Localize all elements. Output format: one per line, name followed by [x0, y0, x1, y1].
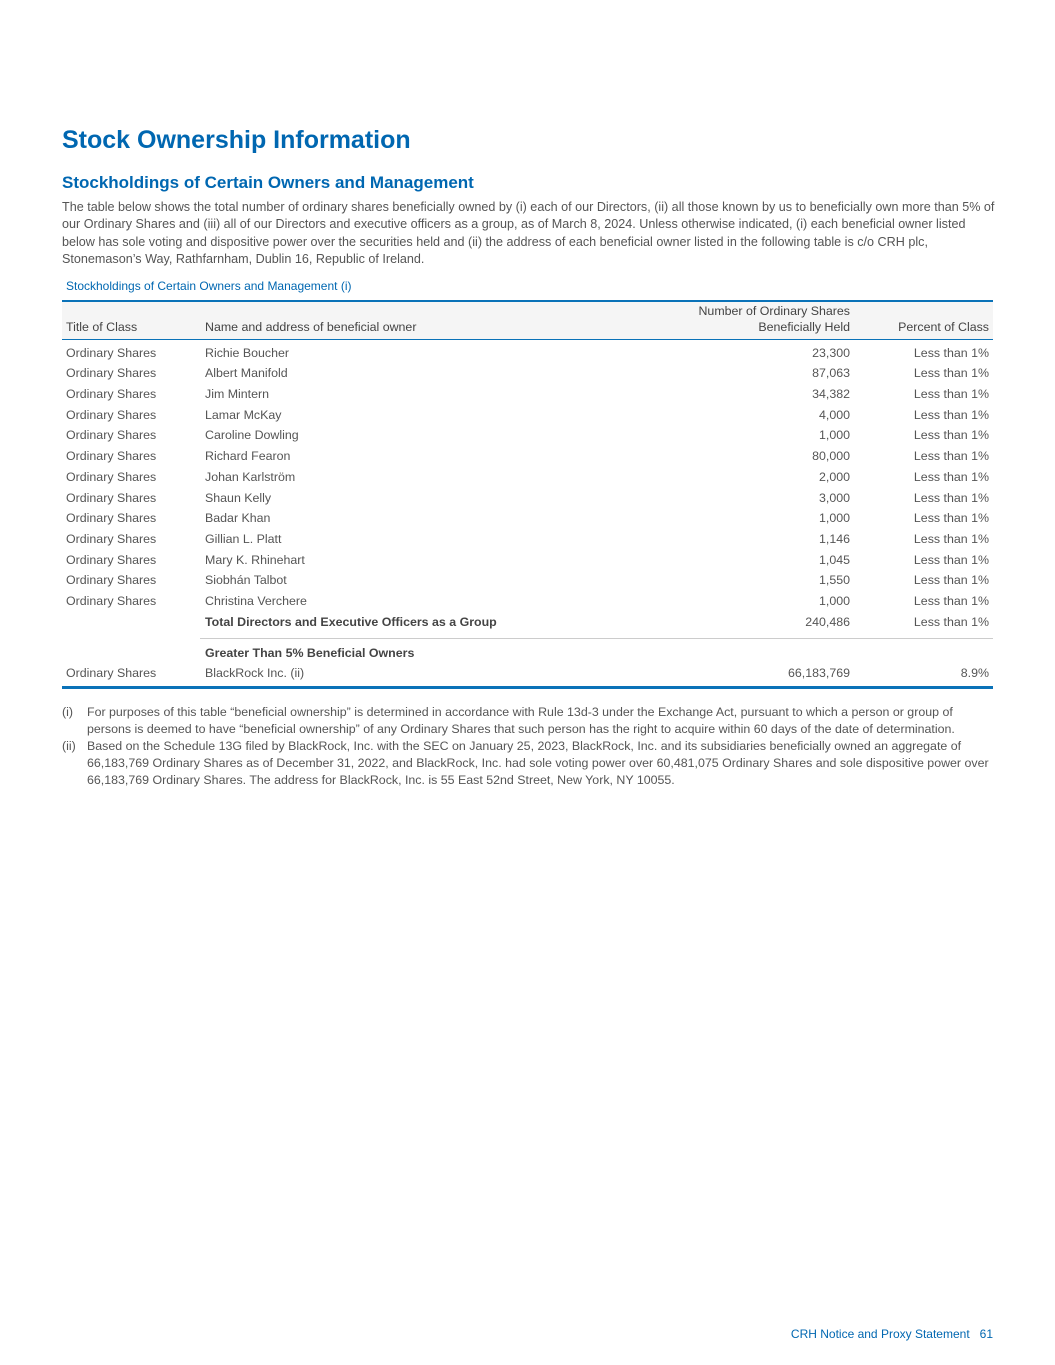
- total-shares: 240,486: [805, 614, 850, 629]
- table-row: Ordinary Shares Siobhán Talbot 1,550 Less t…: [62, 570, 993, 591]
- table-row: Ordinary Shares Christina Verchere 1,000 Le…: [62, 590, 993, 611]
- cell-percent: Less than 1%: [913, 573, 989, 588]
- cell-class: Ordinary Shares: [66, 387, 157, 402]
- cell-class: Ordinary Shares: [66, 407, 157, 422]
- cell-class: Ordinary Shares: [66, 573, 157, 588]
- header-percent: Percent of Class: [898, 320, 989, 334]
- cell-class: Ordinary Shares: [66, 511, 157, 526]
- cell-percent: Less than 1%: [913, 469, 989, 484]
- intro-paragraph: The table below shows the total number o…: [62, 200, 995, 266]
- cell-name: Jim Mintern: [205, 387, 270, 402]
- cell-name: Siobhán Talbot: [205, 573, 287, 588]
- cell-percent: Less than 1%: [913, 449, 989, 464]
- table-row: Ordinary Shares Badar Khan 1,000 Less than …: [62, 508, 993, 529]
- table-row: Ordinary Shares Lamar McKay 4,000 Less than…: [62, 404, 993, 425]
- total-row: Total Directors and Executive Officers a…: [62, 611, 993, 632]
- footnote-text: For purposes of this table “beneficial o…: [87, 705, 955, 736]
- cell-percent: Less than 1%: [913, 490, 989, 505]
- table-row: Ordinary Shares Caroline Dowling 1,000 Less…: [62, 425, 993, 446]
- cell-class: Ordinary Shares: [66, 449, 157, 464]
- table-row: Ordinary Shares Albert Manifold 87,063 Less…: [62, 363, 993, 384]
- footnote: (i) For purposes of this table “beneficia…: [62, 704, 997, 738]
- cell-class: Ordinary Shares: [66, 490, 157, 505]
- header-shares: Number of Ordinary Shares Beneficially H…: [698, 304, 850, 334]
- cell-class: Ordinary Shares: [66, 469, 157, 484]
- cell-name: Caroline Dowling: [205, 428, 299, 443]
- cell-class: Ordinary Shares: [66, 593, 157, 608]
- cell-shares: 80,000: [812, 449, 850, 464]
- table-row: Ordinary Shares Mary K. Rhinehart 1,045 Les…: [62, 549, 993, 570]
- cell-percent: Less than 1%: [913, 552, 989, 567]
- cell-class: Ordinary Shares: [66, 428, 157, 443]
- section-label: Greater Than 5% Beneficial Owners: [205, 645, 415, 660]
- cell-shares: 1,146: [818, 531, 850, 546]
- table-row: Ordinary Shares Richard Fearon 80,000 Less …: [62, 445, 993, 466]
- cell-name: Badar Khan: [205, 511, 271, 526]
- cell-name: Shaun Kelly: [205, 490, 272, 505]
- table-row: Ordinary Shares Gillian L. Platt 1,146 Less…: [62, 528, 993, 549]
- cell-class: Ordinary Shares: [66, 665, 157, 680]
- cell-percent: Less than 1%: [913, 345, 989, 360]
- cell-shares: 1,045: [818, 552, 850, 567]
- cell-name: Richie Boucher: [205, 345, 290, 360]
- footnote-text: Based on the Schedule 13G filed by Black…: [87, 739, 989, 787]
- header-title-of-class: Title of Class: [66, 320, 138, 334]
- total-percent: Less than 1%: [913, 614, 989, 629]
- table-row: Ordinary Shares Richie Boucher 23,300 Less …: [62, 342, 993, 363]
- cell-class: Ordinary Shares: [66, 531, 157, 546]
- ownership-table: Title of Class Name and address of benef…: [62, 300, 993, 689]
- section-row: Greater Than 5% Beneficial Owners: [62, 639, 993, 663]
- cell-class: Ordinary Shares: [66, 345, 157, 360]
- footnotes: (i) For purposes of this table “beneficia…: [62, 704, 997, 789]
- footnote-mark: (i): [62, 705, 74, 719]
- cell-shares: 3,000: [818, 490, 850, 505]
- cell-name: Mary K. Rhinehart: [205, 552, 305, 567]
- cell-class: Ordinary Shares: [66, 366, 157, 381]
- cell-name: BlackRock Inc. (ii): [205, 665, 305, 680]
- page-title: Stock Ownership Information: [62, 126, 411, 154]
- cell-shares: 1,550: [818, 573, 850, 588]
- major-owner-row: Ordinary Shares BlackRock Inc. (ii) 66,1…: [62, 663, 993, 686]
- table-row: Ordinary Shares Jim Mintern 34,382 Less tha…: [62, 383, 993, 404]
- cell-shares: 1,000: [818, 511, 850, 526]
- section-title: Stockholdings of Certain Owners and Mana…: [62, 173, 474, 192]
- header-name: Name and address of beneficial owner: [205, 320, 417, 334]
- cell-percent: Less than 1%: [913, 593, 989, 608]
- divider: [200, 637, 993, 639]
- cell-percent: Less than 1%: [913, 387, 989, 402]
- cell-shares: 87,063: [812, 366, 850, 381]
- cell-percent: Less than 1%: [913, 428, 989, 443]
- cell-shares: 34,382: [812, 387, 850, 402]
- cell-name: Albert Manifold: [205, 366, 288, 381]
- cell-shares: 23,300: [812, 345, 850, 360]
- table-row: Ordinary Shares Shaun Kelly 3,000 Less than…: [62, 487, 993, 508]
- table-row: Ordinary Shares Johan Karlström 2,000 Less …: [62, 466, 993, 487]
- cell-name: Gillian L. Platt: [205, 531, 282, 546]
- cell-shares: 1,000: [818, 428, 850, 443]
- cell-shares: 2,000: [818, 469, 850, 484]
- cell-name: Christina Verchere: [205, 593, 307, 608]
- footnote: (ii) Based on the Schedule 13G filed by B…: [62, 738, 997, 789]
- cell-percent: Less than 1%: [913, 511, 989, 526]
- cell-shares: 4,000: [818, 407, 850, 422]
- cell-percent: Less than 1%: [913, 366, 989, 381]
- cell-name: Lamar McKay: [205, 407, 282, 422]
- page-footer: CRH Notice and Proxy Statement 61: [790, 1327, 993, 1341]
- cell-percent: Less than 1%: [913, 407, 989, 422]
- cell-percent: 8.9%: [960, 665, 989, 680]
- cell-class: Ordinary Shares: [66, 552, 157, 567]
- cell-shares: 1,000: [818, 593, 850, 608]
- table-caption: Stockholdings of Certain Owners and Mana…: [66, 279, 352, 293]
- cell-name: Richard Fearon: [205, 449, 291, 464]
- footnote-mark: (ii): [62, 739, 76, 753]
- total-label: Total Directors and Executive Officers a…: [205, 614, 497, 629]
- cell-name: Johan Karlström: [205, 469, 296, 484]
- table-header: Title of Class Name and address of benef…: [62, 302, 993, 340]
- cell-percent: Less than 1%: [913, 531, 989, 546]
- cell-shares: 66,183,769: [787, 665, 850, 680]
